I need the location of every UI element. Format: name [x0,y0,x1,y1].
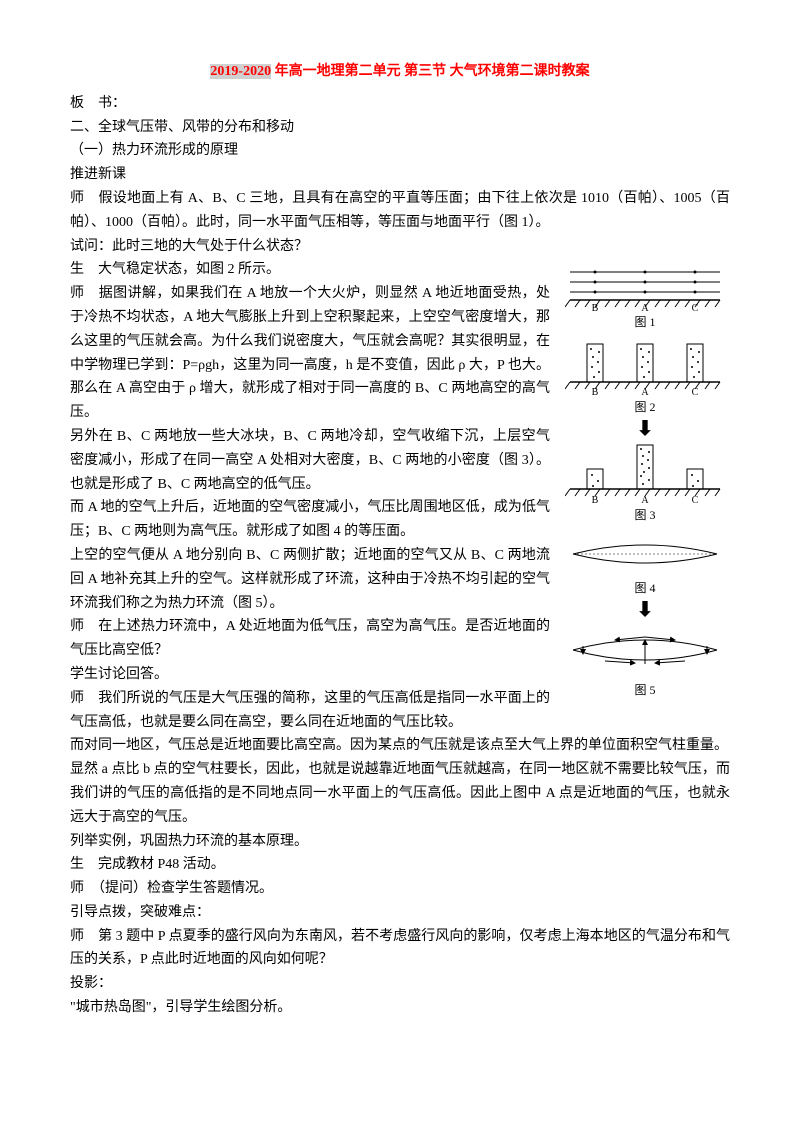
svg-text:C: C [692,387,699,397]
figure-4: 图 4 [565,532,725,598]
svg-text:C: C [692,495,699,505]
svg-text:B: B [592,303,599,312]
figure-3: B A C 图 3 [565,443,725,525]
figure-column: B A C 图 1 [560,258,730,734]
figure-1-svg: B A C [565,262,725,312]
figure-4-label: 图 4 [565,578,725,598]
line-8: 师 据图讲解，如果我们在 A 地放一个大火炉，则显然 A 地近地面受热，处于冷热… [70,282,550,425]
svg-text:C: C [692,303,699,312]
line-9: 另外在 B、C 两地放一些大冰块，B、C 两地冷却，空气收缩下沉，上层空气密度减… [70,425,550,496]
line-6: 试问：此时三地的大气处于什么状态？ [70,235,730,259]
line-3: （一）热力环流形成的原理 [70,139,730,163]
line-19: 生 完成教材 P48 活动。 [70,853,730,877]
line-18: 列举实例，巩固热力环流的基本原理。 [70,830,730,854]
two-column-section: 生 大气稳定状态，如图 2 所示。 师 据图讲解，如果我们在 A 地放一个大火炉… [70,258,730,734]
title-rest: 年高一地理第二单元 第三节 大气环境第二课时教案 [271,64,590,79]
figure-2-label: 图 2 [565,397,725,417]
figure-1: B A C 图 1 [565,262,725,332]
line-2: 二、全球气压带、风带的分布和移动 [70,116,730,140]
line-14: 学生讨论回答。 [70,663,550,687]
svg-text:A: A [641,495,649,505]
line-12: 上空的空气便从 A 地分别向 B、C 两侧扩散；近地面的空气又从 B、C 两地流… [70,544,550,615]
line-1: 板 书： [70,92,730,116]
line-7: 生 大气稳定状态，如图 2 所示。 [70,258,550,282]
line-5: 师 假设地面上有 A、B、C 三地，且具有在高空的平直等压面；由下往上依次是 1… [70,187,730,235]
line-4: 推进新课 [70,163,730,187]
text-column: 生 大气稳定状态，如图 2 所示。 师 据图讲解，如果我们在 A 地放一个大火炉… [70,258,550,734]
page-title: 2019-2020 年高一地理第二单元 第三节 大气环境第二课时教案 [70,60,730,84]
figure-5: 图 5 [565,624,725,700]
figure-5-svg [565,624,725,680]
svg-text:A: A [641,387,649,397]
arrow-down-icon: ⬇ [637,419,654,439]
line-22: 师 第 3 题中 P 点夏季的盛行风向为东南风，若不考虑盛行风向的影响，仅考虑上… [70,925,730,973]
line-24: "城市热岛图"，引导学生绘图分析。 [70,996,730,1020]
line-23: 投影： [70,972,730,996]
line-10: 而 A 地的空气上升后，近地面的空气密度减小，气压比周围地区低，成为低气压；B、… [70,496,550,544]
line-16: 而对同一地区，气压总是近地面要比高空高。因为某点的气压就是该点至大气上界的单位面… [70,734,730,758]
figure-5-label: 图 5 [565,680,725,700]
figure-2: B A C 图 2 [565,339,725,417]
figure-2-svg: B A C [565,339,725,397]
svg-text:A: A [641,303,649,312]
line-21: 引导点拨，突破难点： [70,901,730,925]
line-17: 显然 a 点比 b 点的空气柱要长，因此，也就是说越靠近地面气压就越高，在同一地… [70,758,730,829]
figure-3-label: 图 3 [565,505,725,525]
figure-1-label: 图 1 [565,312,725,332]
line-15: 师 我们所说的气压是大气压强的简称，这里的气压高低是指同一水平面上的气压高低，也… [70,687,550,735]
arrow-down-icon-2: ⬇ [637,600,654,620]
figure-4-svg [565,532,725,578]
figure-3-svg: B A C [565,443,725,505]
svg-text:B: B [592,387,599,397]
line-20: 师 （提问）检查学生答题情况。 [70,877,730,901]
svg-text:B: B [592,495,599,505]
title-year-highlight: 2019-2020 [210,64,271,79]
line-13: 师 在上述热力环流中，A 处近地面为低气压，高空为高气压。是否近地面的气压比高空… [70,615,550,663]
